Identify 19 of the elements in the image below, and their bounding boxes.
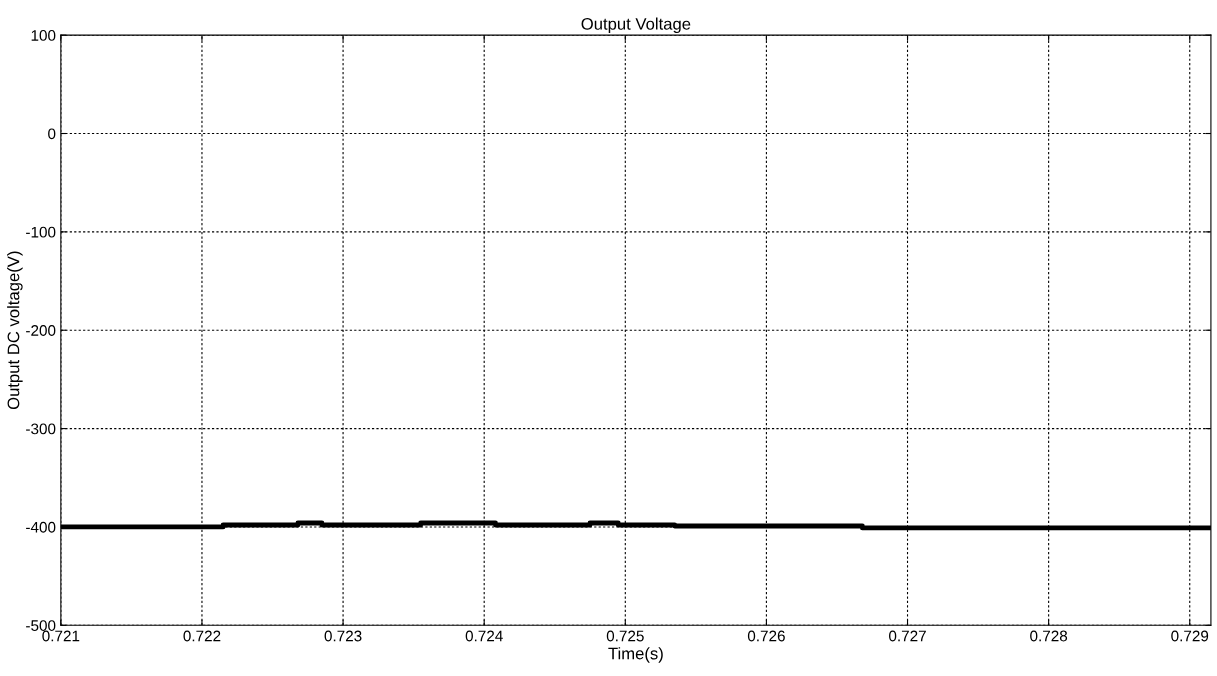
y-tick-label: -400 — [26, 521, 56, 533]
chart-title: Output Voltage — [581, 17, 691, 34]
y-tick-label: -500 — [26, 620, 56, 631]
x-tick-label: 0.729 — [1171, 630, 1209, 642]
y-tick-label: -300 — [26, 423, 56, 435]
x-tick-label: 0.723 — [324, 630, 362, 642]
x-tick-label: 0.721 — [42, 630, 80, 642]
y-tick-label: 0 — [48, 128, 56, 140]
x-tick-label: 0.722 — [183, 630, 221, 642]
x-tick-label: 0.724 — [465, 630, 503, 642]
y-axis-title: Output DC voltage(V) — [7, 251, 23, 410]
x-tick-label: 0.725 — [606, 630, 644, 642]
x-tick-label: 0.726 — [747, 630, 785, 642]
x-tick-label: 0.727 — [889, 630, 926, 642]
x-axis-title: Time(s) — [608, 647, 663, 663]
y-tick-label: -200 — [26, 325, 56, 336]
x-tick-label: 0.728 — [1030, 630, 1068, 642]
y-tick-label: 100 — [31, 30, 56, 41]
y-tick-label: -100 — [26, 226, 56, 238]
